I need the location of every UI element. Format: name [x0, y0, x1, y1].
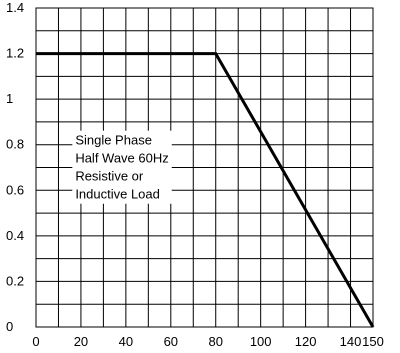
x-tick-label: 60 — [164, 334, 178, 349]
y-tick-label: 0.8 — [6, 137, 24, 152]
y-tick-label: 0.4 — [6, 228, 24, 243]
x-tick-label: 0 — [32, 334, 39, 349]
y-tick-label: 1 — [6, 91, 13, 106]
y-tick-labels: 0 0.2 0.4 0.6 0.8 1 1.2 1.4 — [6, 0, 24, 334]
grid — [36, 8, 373, 327]
annotation-text: Single Phase Half Wave 60Hz Resistive or In… — [75, 133, 168, 202]
x-tick-label: 120 — [295, 334, 317, 349]
y-tick-label: 1.2 — [6, 46, 24, 61]
y-tick-label: 0.2 — [6, 273, 24, 288]
x-tick-labels: 0 20 40 60 80 100 120 140 150 — [32, 334, 383, 349]
x-tick-label: 20 — [74, 334, 88, 349]
y-tick-label: 1.4 — [6, 0, 24, 15]
annotation-background — [72, 130, 172, 204]
annotation-box: Single Phase Half Wave 60Hz Resistive or In… — [72, 130, 172, 204]
series-group — [36, 52, 375, 328]
annotation-line: Inductive Load — [75, 187, 160, 202]
annotation-line: Half Wave 60Hz — [75, 151, 168, 166]
x-tick-label: 100 — [250, 334, 272, 349]
y-tick-label: 0 — [6, 319, 13, 334]
annotation-line: Resistive or — [75, 169, 144, 184]
x-tick-label: 140 — [340, 334, 362, 349]
x-tick-label: 150 — [362, 334, 384, 349]
x-tick-label: 80 — [208, 334, 222, 349]
series-line — [36, 52, 375, 328]
y-tick-label: 0.6 — [6, 182, 24, 197]
plot-frame — [35, 7, 374, 328]
x-tick-label: 40 — [119, 334, 133, 349]
annotation-line: Single Phase — [75, 133, 152, 148]
